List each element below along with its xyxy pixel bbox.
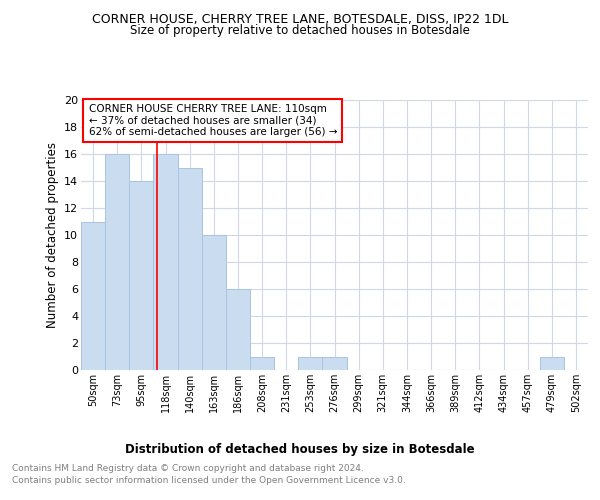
- Bar: [226, 289, 250, 370]
- Bar: [154, 154, 178, 370]
- Bar: [298, 356, 322, 370]
- Bar: [322, 356, 347, 370]
- Bar: [250, 356, 274, 370]
- Text: Size of property relative to detached houses in Botesdale: Size of property relative to detached ho…: [130, 24, 470, 37]
- Text: Contains public sector information licensed under the Open Government Licence v3: Contains public sector information licen…: [12, 476, 406, 485]
- Text: Contains HM Land Registry data © Crown copyright and database right 2024.: Contains HM Land Registry data © Crown c…: [12, 464, 364, 473]
- Bar: [105, 154, 129, 370]
- Text: Distribution of detached houses by size in Botesdale: Distribution of detached houses by size …: [125, 442, 475, 456]
- Bar: [540, 356, 564, 370]
- Y-axis label: Number of detached properties: Number of detached properties: [46, 142, 59, 328]
- Text: CORNER HOUSE CHERRY TREE LANE: 110sqm
← 37% of detached houses are smaller (34)
: CORNER HOUSE CHERRY TREE LANE: 110sqm ← …: [89, 104, 337, 137]
- Text: CORNER HOUSE, CHERRY TREE LANE, BOTESDALE, DISS, IP22 1DL: CORNER HOUSE, CHERRY TREE LANE, BOTESDAL…: [92, 12, 508, 26]
- Bar: [202, 235, 226, 370]
- Bar: [178, 168, 202, 370]
- Bar: [81, 222, 105, 370]
- Bar: [129, 181, 154, 370]
